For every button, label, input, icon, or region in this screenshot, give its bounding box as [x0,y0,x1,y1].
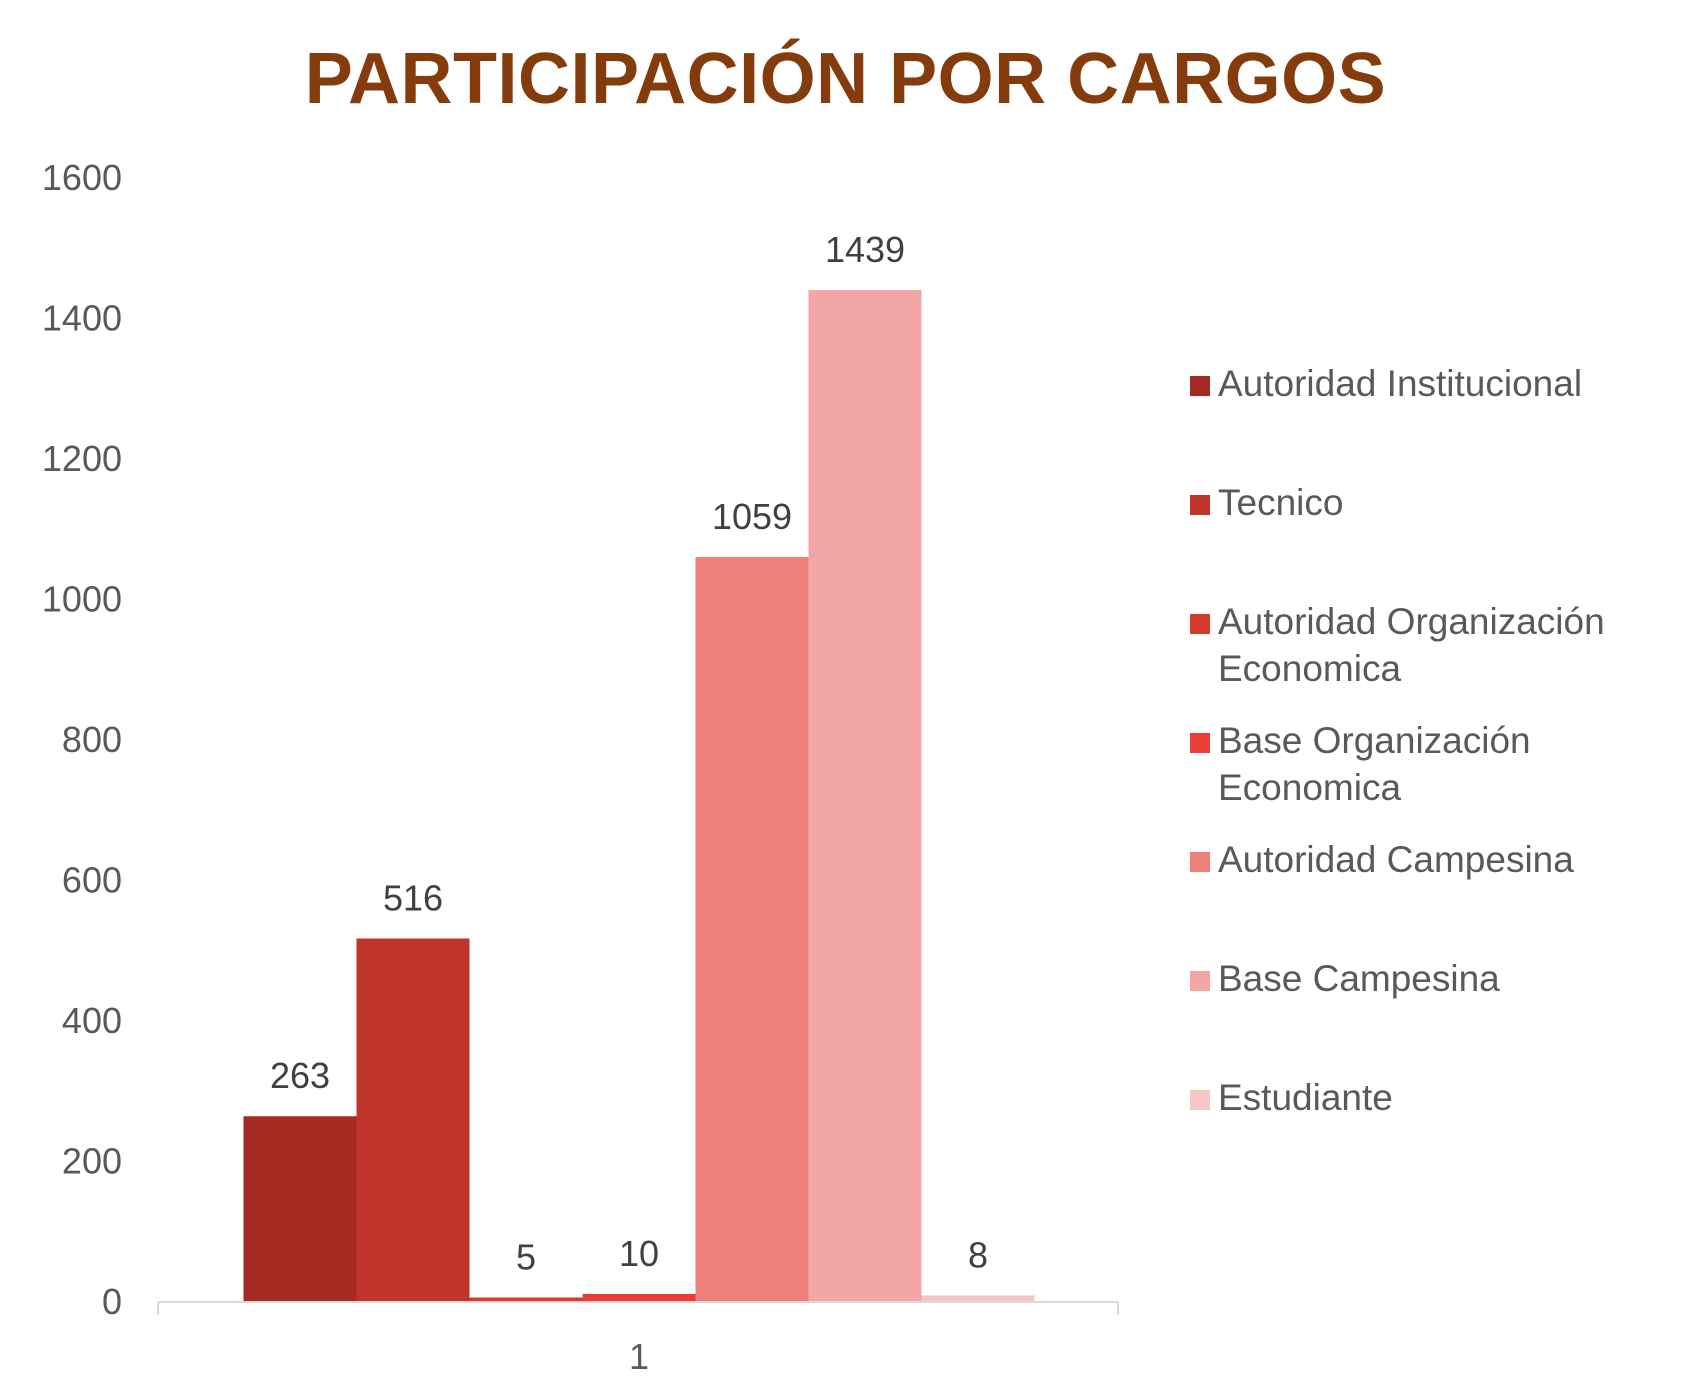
legend-label: Autoridad Organización Economica [1218,601,1605,689]
bar-value-label: 8 [968,1234,988,1275]
y-tick-label: 1400 [42,298,122,339]
y-tick-label: 1200 [42,438,122,479]
legend-swatch [1190,971,1210,991]
legend-item: Autoridad Institucional [1190,360,1658,407]
y-tick-label: 400 [62,1000,122,1041]
legend-item: Autoridad Campesina [1190,836,1658,883]
y-tick-label: 600 [62,860,122,901]
bars [243,290,1035,1301]
legend-swatch [1190,1090,1210,1110]
legend-item: Autoridad Organización Economica [1190,598,1658,692]
x-axis: 1 [157,1302,1119,1377]
legend-swatch [1190,614,1210,634]
legend-swatch [1190,495,1210,515]
legend-item: Tecnico [1190,479,1658,526]
legend-label: Base Campesina [1218,958,1500,999]
bar-value-label: 1439 [825,229,905,270]
data-labels: 263 516 5 10 1059 1439 8 [270,229,988,1277]
bar [921,1295,1035,1301]
legend-label: Base Organización Economica [1218,720,1531,808]
bar [582,1293,696,1301]
bar [808,290,922,1301]
bar-value-label: 10 [619,1233,659,1274]
bar-value-label: 5 [516,1236,536,1277]
y-tick-label: 0 [102,1281,122,1322]
bar [243,1116,357,1301]
bar [469,1297,583,1301]
legend-swatch [1190,733,1210,753]
y-tick-label: 1600 [42,157,122,198]
y-tick-label: 1000 [42,579,122,620]
bar [356,938,470,1301]
bar-value-label: 1059 [712,496,792,537]
legend-label: Tecnico [1218,482,1344,523]
y-tick-label: 200 [62,1141,122,1182]
bar [695,557,809,1301]
legend-label: Autoridad Campesina [1218,839,1574,880]
legend-item: Base Organización Economica [1190,717,1658,811]
legend-swatch [1190,852,1210,872]
bar-value-label: 263 [270,1055,330,1096]
legend-item: Estudiante [1190,1074,1658,1121]
x-tick-label: 1 [629,1336,649,1377]
chart-title: PARTICIPACIÓN POR CARGOS [304,39,1387,119]
y-axis: 0 200 400 600 800 1000 1200 1400 1600 [42,157,122,1322]
legend-item: Base Campesina [1190,955,1658,1002]
legend-label: Autoridad Institucional [1218,363,1583,404]
legend-label: Estudiante [1218,1077,1393,1118]
y-tick-label: 800 [62,719,122,760]
legend-swatch [1190,376,1210,396]
bar-value-label: 516 [383,878,443,919]
